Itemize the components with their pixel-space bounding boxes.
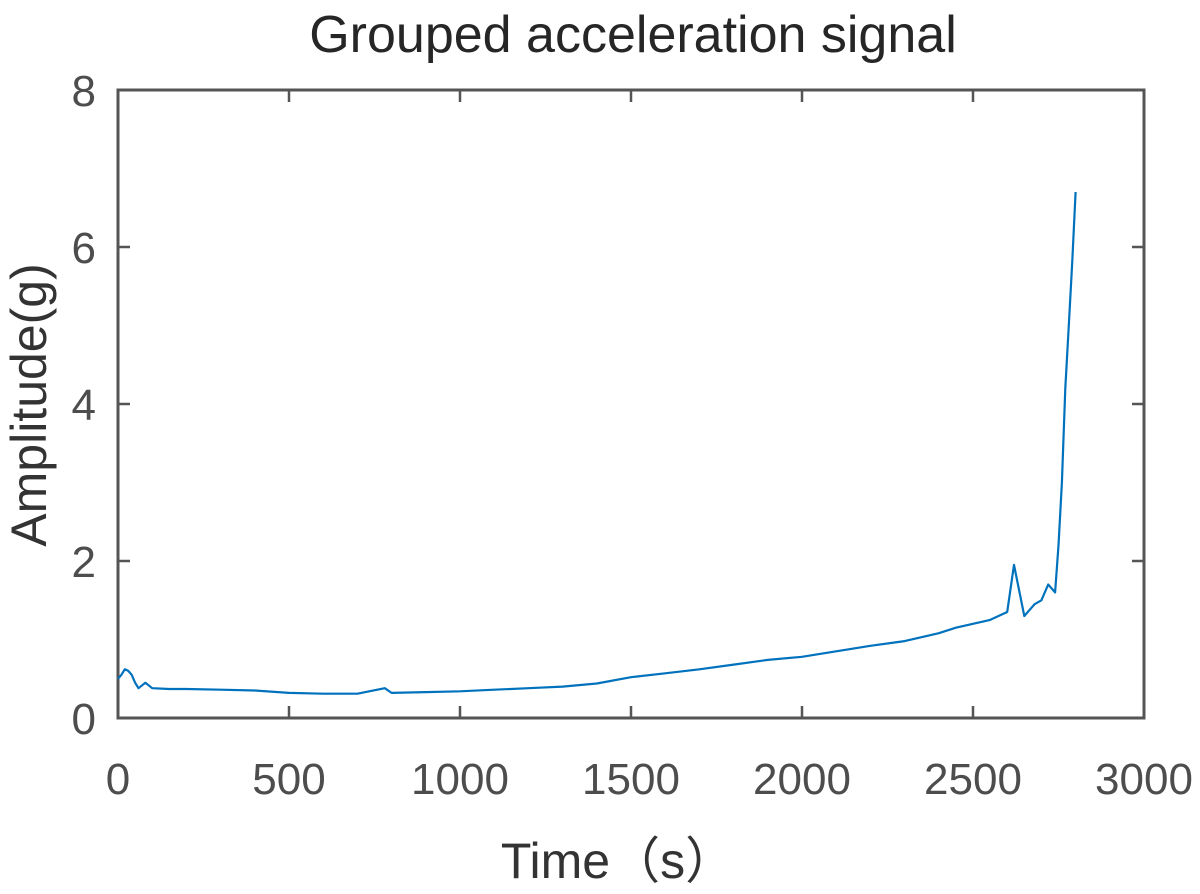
series-line [117,191,1077,695]
plot-area: 0 500 1000 1500 2000 2500 3000 0 2 4 6 8 [72,67,1193,804]
x-tick-label: 3000 [1095,755,1193,804]
x-tick-label: 2000 [753,755,851,804]
chart-title: Grouped acceleration signal [309,6,957,64]
y-tick-label: 2 [72,538,96,587]
x-tick-label: 500 [252,755,325,804]
y-tick-label: 6 [72,224,96,273]
plot-frame [116,88,1146,720]
x-axis-label: Time（s） [501,833,735,889]
y-tick-label: 0 [72,695,96,744]
x-tick-label: 0 [106,755,130,804]
y-tick-label: 8 [72,67,96,116]
x-tick-label: 2500 [924,755,1022,804]
y-axis-label: Amplitude(g) [1,263,57,546]
x-tick-label: 1500 [582,755,680,804]
x-tick-label: 1000 [411,755,509,804]
y-tick-label: 4 [72,381,96,430]
